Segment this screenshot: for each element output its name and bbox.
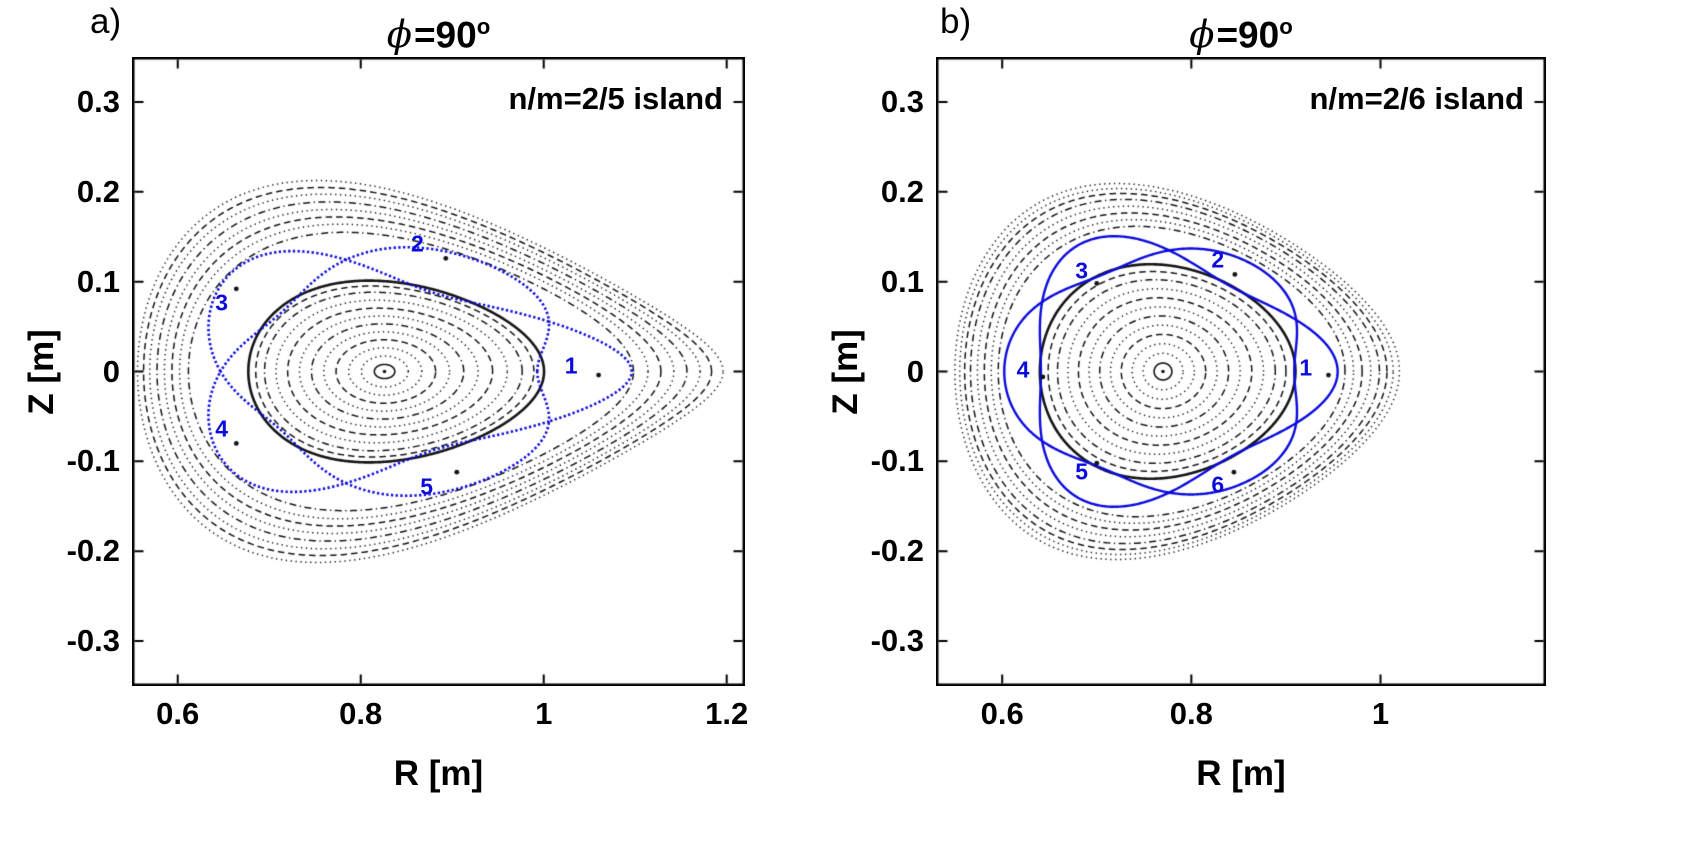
- y-tick-label: -0.3: [66, 623, 120, 659]
- y-tick-label: 0.1: [880, 263, 924, 299]
- y-tick-label: 0.2: [880, 173, 924, 209]
- island-number-label: 3: [215, 289, 229, 316]
- x-tick-label: 0.6: [980, 696, 1024, 731]
- y-tick-label: 0: [102, 353, 120, 389]
- island-number-label: 5: [420, 473, 433, 500]
- y-tick-label: -0.1: [66, 443, 120, 479]
- title-superscript-a: o: [476, 14, 491, 39]
- island-number-label: 2: [1211, 246, 1225, 273]
- title-superscript-b: o: [1279, 14, 1293, 39]
- island-number-label: 5: [1075, 458, 1089, 485]
- island-annotation-a: n/m=2/5 island: [508, 81, 723, 116]
- panel-b: b) ϕ=90o n/m=2/6 island R [m] Z [m] 0.6 0…: [826, 0, 1700, 866]
- poincare-plot-canvas-a: [132, 57, 745, 686]
- y-tick-label: 0.3: [76, 83, 120, 119]
- y-tick-label: -0.2: [66, 533, 120, 569]
- panel-label-b: b): [940, 2, 972, 41]
- island-number-label: 6: [1211, 471, 1225, 498]
- y-tick-label: -0.3: [870, 623, 924, 659]
- x-tick-label: 1.2: [705, 696, 749, 731]
- panel-label-a: a): [90, 2, 122, 41]
- plot-title-a: ϕ=90o: [132, 5, 745, 57]
- y-tick-label: 0.1: [76, 263, 120, 299]
- island-number-label: 2: [411, 230, 424, 257]
- plot-box-a: ϕ=90o n/m=2/5 island R [m] Z [m] 0.6 0.8 1…: [22, 13, 748, 793]
- x-tick-label: 1: [1371, 696, 1390, 731]
- panel-a: a) ϕ=90o n/m=2/5 island R [m] Z [m] 0.6 0…: [22, 2, 748, 793]
- x-tick-label: 0.8: [1169, 696, 1213, 731]
- island-number-label: 4: [215, 415, 229, 442]
- y-axis-label-a: Z [m]: [22, 328, 61, 415]
- x-tick-label: 0.8: [339, 696, 383, 731]
- x-axis-label-a: R [m]: [393, 754, 484, 793]
- plot-box-b: ϕ=90o n/m=2/6 island R [m] Z [m] 0.6 0.8 1…: [826, 13, 1546, 793]
- y-tick-label: 0.2: [76, 173, 120, 209]
- y-tick-label: -0.2: [870, 533, 924, 569]
- y-axis-label-b: Z [m]: [826, 328, 865, 415]
- x-tick-label: 1: [535, 696, 553, 731]
- island-annotation-b: n/m=2/6 island: [1309, 81, 1524, 116]
- island-number-label: 3: [1075, 257, 1089, 284]
- island-number-label: 1: [1299, 354, 1313, 381]
- island-number-label: 4: [1016, 356, 1030, 383]
- island-number-label: 1: [564, 352, 578, 379]
- phi-symbol-b: ϕ: [1189, 13, 1215, 57]
- y-tick-label: 0.3: [880, 83, 924, 119]
- poincare-plot-canvas-b: [936, 57, 1546, 686]
- title-text-a: =90: [413, 14, 477, 56]
- plot-title-b: ϕ=90o: [936, 5, 1546, 57]
- y-tick-label: 0: [906, 353, 924, 389]
- x-tick-label: 0.6: [156, 696, 200, 731]
- y-tick-label: -0.1: [870, 443, 924, 479]
- title-text-b: =90: [1216, 14, 1280, 56]
- x-axis-label-b: R [m]: [1196, 754, 1286, 793]
- phi-symbol-a: ϕ: [386, 13, 412, 57]
